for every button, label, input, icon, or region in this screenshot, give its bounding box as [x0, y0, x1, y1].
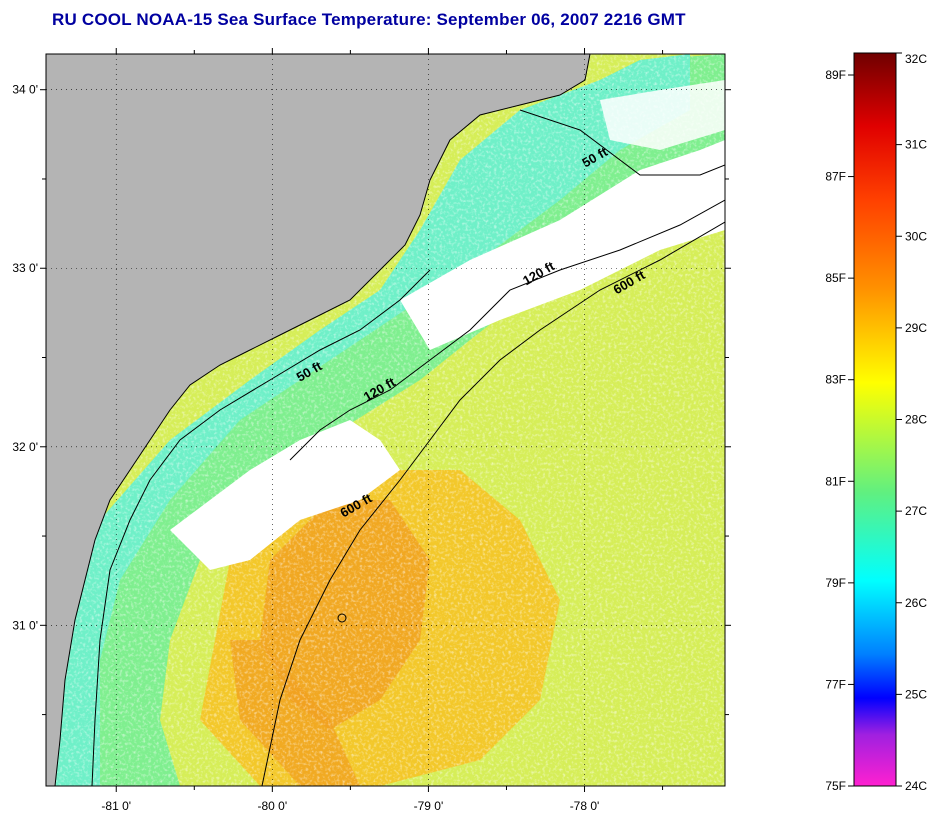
axis-ticks: 34 0' 33 0' 32 0' 31 0' -81 0' -80 0' -79 0' -7… — [12, 48, 731, 813]
land-mass — [46, 54, 590, 786]
fahrenheit-tick-label: 87F — [825, 170, 846, 184]
fahrenheit-tick-label: 75F — [825, 779, 846, 793]
lon-tick-label: -79 0' — [414, 799, 444, 813]
fahrenheit-tick-label: 85F — [825, 271, 846, 285]
lat-tick-label: 32 0' — [12, 440, 38, 454]
celsius-tick-label: 31C — [905, 138, 927, 152]
graticule — [46, 54, 725, 786]
lon-tick-label: -81 0' — [101, 799, 131, 813]
lon-tick-label: -80 0' — [258, 799, 288, 813]
map-frame — [45, 53, 726, 787]
lat-tick-label: 33 0' — [12, 261, 38, 275]
fahrenheit-tick-label: 83F — [825, 373, 846, 387]
celsius-tick-label: 24C — [905, 779, 927, 793]
fahrenheit-tick-label: 77F — [825, 677, 846, 691]
celsius-tick-label: 30C — [905, 229, 927, 243]
colorbar — [853, 52, 897, 787]
fahrenheit-tick-label: 89F — [825, 68, 846, 82]
lon-tick-label: -78 0' — [570, 799, 600, 813]
celsius-tick-label: 29C — [905, 321, 927, 335]
fahrenheit-tick-label: 79F — [825, 576, 846, 590]
celsius-tick-label: 32C — [905, 52, 927, 66]
map-title: RU COOL NOAA-15 Sea Surface Temperature:… — [52, 10, 686, 29]
buoy-marker — [337, 613, 347, 623]
coastline — [54, 54, 591, 786]
celsius-tick-label: 28C — [905, 413, 927, 427]
isobath-50ft — [91, 109, 725, 786]
celsius-tick-label: 26C — [905, 596, 927, 610]
colorbar-ticks: 32C 31C 30C 29C 28C 27C 26C 25C 24C 89F 87F 85F 83F 8… — [825, 52, 927, 793]
isobath-600ft — [261, 221, 725, 786]
lat-tick-label: 31 0' — [12, 618, 38, 632]
fahrenheit-tick-label: 81F — [825, 474, 846, 488]
isobath-120ft — [289, 199, 725, 461]
lat-tick-label: 34 0' — [12, 83, 38, 97]
celsius-tick-label: 25C — [905, 687, 927, 701]
celsius-tick-label: 27C — [905, 504, 927, 518]
